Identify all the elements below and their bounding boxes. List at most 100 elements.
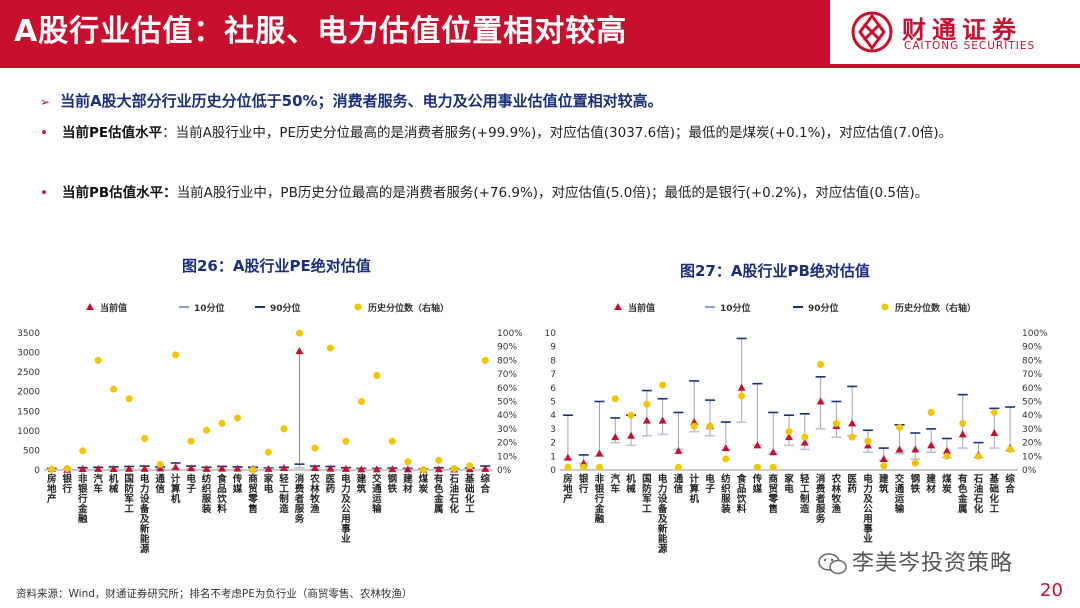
x-category-char: 务 [816, 513, 826, 525]
x-category-label: 商贸零售 [247, 473, 258, 515]
x-category-char: 材 [925, 483, 936, 495]
current-value-point [911, 445, 920, 453]
x-category-char: 银 [595, 483, 605, 495]
x-category-label: 食品饮料 [216, 473, 227, 515]
x-category-char: 地 [563, 483, 573, 495]
x-category-char: 商 [248, 473, 258, 485]
legend-label: 当前值 [100, 302, 127, 314]
x-category-label: 综合 [1005, 473, 1015, 495]
x-category-label: 医药 [847, 474, 857, 495]
current-value-point [295, 347, 304, 355]
x-category-char: 贸 [248, 483, 258, 495]
current-value-point [785, 433, 793, 441]
x-category-label: 煤炭 [419, 473, 429, 495]
x-category-char: 行 [61, 483, 72, 495]
x-category-char: 服 [202, 494, 212, 505]
percentile-point [435, 456, 443, 464]
x-category-char: 用 [340, 514, 351, 525]
x-category-label: 计算机 [171, 473, 181, 505]
y-left-tick-label: 3 [550, 425, 556, 435]
x-category-char: 通 [674, 474, 684, 485]
percentile-point [595, 463, 603, 471]
current-value-point [171, 463, 180, 471]
x-category-char: 售 [768, 503, 778, 515]
x-category-char: 能 [658, 533, 668, 545]
x-category-label: 石油石化 [449, 474, 460, 515]
x-category-char: 石 [973, 494, 984, 505]
percentile-point [785, 428, 793, 436]
current-value-point [357, 465, 366, 473]
x-category-char: 金 [594, 503, 605, 515]
legend-label: 90分位 [808, 302, 839, 314]
bullet-pe: • 当前PE估值水平：当前A股行业中，PE历史分位最高的是消费者服务(+99.9… [40, 122, 1040, 144]
x-category-char: 石 [449, 474, 460, 485]
header-bar: A股行业估值：社服、电力估值位置相对较高 财通证券 CAITONG SECURI… [0, 0, 1080, 68]
y-right-tick-label: 100% [497, 329, 523, 339]
y-right-tick-label: 60% [1022, 384, 1042, 394]
x-category-char: 电 [784, 483, 794, 495]
x-category-label: 计算机 [689, 473, 699, 505]
current-value-point [264, 464, 273, 472]
y-left-tick-label: 5 [550, 398, 556, 408]
x-category-char: 基 [464, 473, 475, 485]
x-category-char: 产 [563, 493, 573, 505]
x-category-char: 消 [295, 473, 305, 485]
x-category-char: 工 [465, 504, 475, 515]
percentile-point [404, 458, 412, 466]
y-left-tick-label: 0 [550, 466, 556, 476]
x-category-label: 电力设备及新能源 [139, 473, 150, 555]
x-category-char: 设 [140, 493, 150, 505]
x-category-char: 服 [816, 504, 826, 515]
x-category-char: 防 [642, 483, 652, 495]
x-category-char: 料 [737, 503, 747, 515]
x-category-label: 汽车 [611, 473, 621, 495]
x-category-char: 商 [768, 473, 778, 485]
x-category-char: 电 [140, 473, 150, 485]
x-category-char: 新 [658, 523, 668, 535]
x-category-char: 零 [767, 494, 778, 505]
current-value-point [879, 455, 888, 463]
x-category-char: 综 [481, 473, 491, 485]
percentile-point [722, 455, 730, 463]
x-category-label: 医药 [326, 474, 336, 495]
x-category-char: 输 [895, 503, 905, 515]
current-value-point [627, 431, 636, 439]
y-left-tick-label: 1 [550, 452, 556, 462]
current-value-point [990, 429, 999, 437]
x-category-label: 银行 [61, 473, 72, 495]
x-category-label: 纺织服装 [201, 473, 212, 515]
x-category-label: 电力及公用事业 [340, 473, 351, 545]
x-category-char: 工 [124, 504, 134, 515]
x-category-char: 建 [925, 473, 936, 485]
x-category-char: 售 [248, 503, 258, 515]
percentile-point [79, 447, 87, 455]
x-category-char: 能 [140, 533, 150, 545]
x-category-char: 药 [847, 483, 857, 495]
percentile-point [466, 462, 474, 470]
source-note: 资料来源：Wind，财通证券研究所；排名不考虑PE为负行业（商贸零售、农林牧渔） [16, 588, 413, 600]
y-right-tick-label: 60% [497, 384, 517, 394]
x-category-char: 交 [895, 473, 905, 485]
x-category-label: 家电 [784, 473, 794, 495]
current-value-point [310, 464, 319, 472]
x-category-label: 轻工制造 [800, 473, 810, 515]
x-category-char: 及 [658, 514, 668, 525]
x-category-char: 军 [642, 494, 652, 505]
x-category-char: 煤 [419, 473, 429, 485]
percentile-point [172, 351, 180, 359]
wechat-icon [818, 553, 847, 575]
x-category-char: 农 [831, 473, 842, 485]
current-value-point [326, 464, 335, 472]
bullet-pe-label: 当前PE估值水平 [62, 125, 163, 141]
x-category-char: 电 [264, 483, 274, 495]
percentile-point [218, 419, 226, 427]
x-category-char: 算 [171, 483, 181, 495]
x-category-label: 交通运输 [895, 473, 905, 515]
x-category-char: 力 [658, 483, 668, 495]
x-category-char: 工 [642, 504, 652, 515]
arrow-bullet-icon: ➢ [40, 95, 51, 109]
x-category-char: 贸 [768, 483, 778, 495]
x-category-label: 煤炭 [942, 473, 952, 495]
percentile-point [690, 422, 698, 430]
current-value-point [895, 445, 904, 453]
